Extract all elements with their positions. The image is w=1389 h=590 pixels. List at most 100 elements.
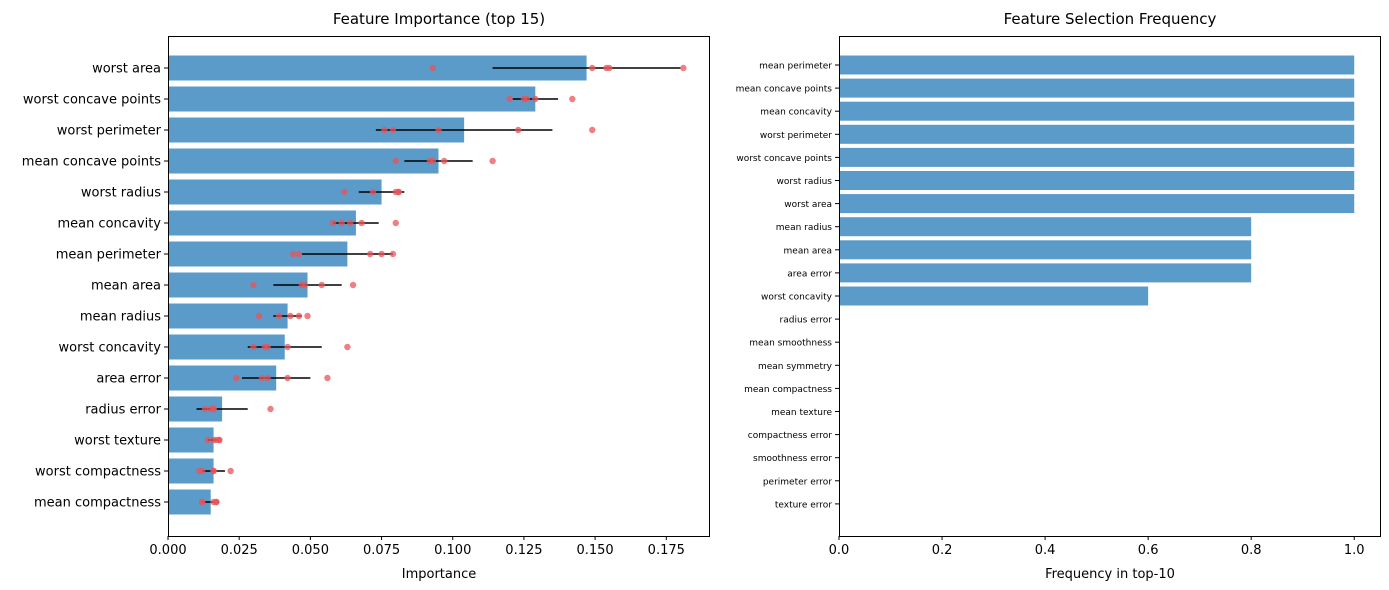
x-axis: 0.0 0.2 0.4 0.6 0.8 1.0 [829, 536, 1365, 558]
y-tick-label: worst concavity [59, 341, 162, 356]
data-point [515, 126, 522, 134]
data-point [267, 405, 274, 413]
data-point [324, 374, 331, 382]
data-point [381, 126, 388, 134]
y-tick-label: mean compactness [34, 496, 161, 511]
y-tick-label: radius error [780, 316, 833, 326]
data-point [366, 250, 374, 258]
data-point [440, 157, 448, 165]
y-axis: mean perimeter mean concave points mean co… [736, 62, 839, 510]
bar [839, 263, 1252, 283]
data-point [389, 126, 397, 134]
y-tick-label: mean perimeter [56, 248, 162, 263]
y-tick-label: worst perimeter [57, 124, 162, 139]
data-point [506, 95, 513, 103]
chart-title: Feature Importance (top 15) [333, 10, 545, 28]
data-point [255, 312, 263, 320]
x-tick-label: 0.050 [292, 543, 329, 558]
y-tick-label: worst radius [81, 186, 161, 201]
y-tick-label: mean concavity [57, 217, 161, 232]
bar-group [168, 55, 587, 515]
bar [839, 217, 1252, 237]
data-point [301, 281, 308, 289]
data-point [369, 188, 377, 196]
data-point [227, 467, 234, 475]
data-point [264, 374, 271, 382]
x-tick-label: 0.150 [576, 543, 613, 558]
x-tick-label: 0.0 [829, 543, 850, 558]
bar [839, 194, 1355, 214]
bar [839, 286, 1149, 306]
x-tick-label: 0.6 [1138, 543, 1159, 558]
y-tick-label: radius error [85, 403, 161, 418]
data-point [250, 281, 257, 289]
y-tick-label: area error [787, 269, 832, 279]
x-tick-label: 0.2 [932, 543, 953, 558]
point-group [196, 64, 687, 506]
bar-group [839, 55, 1355, 306]
data-point [201, 405, 209, 413]
y-tick-label: worst concavity [761, 293, 833, 303]
x-tick-label: 0.025 [221, 543, 258, 558]
y-tick-label: area error [96, 372, 161, 387]
data-point [378, 250, 385, 258]
data-point [429, 157, 437, 165]
data-point [569, 95, 576, 103]
x-axis-label: Importance [402, 567, 477, 582]
x-tick-label: 1.0 [1344, 543, 1365, 558]
y-tick-label: mean smoothness [749, 339, 832, 349]
data-point [210, 467, 217, 475]
bar [839, 78, 1355, 98]
data-point [213, 498, 220, 506]
bar [839, 240, 1252, 260]
y-tick-label: mean concave points [22, 155, 161, 170]
data-point [198, 467, 206, 475]
y-tick-label: mean concave points [736, 85, 833, 95]
data-point [606, 64, 613, 72]
data-point [287, 312, 294, 320]
x-tick-label: 0.000 [149, 543, 186, 558]
data-point [198, 498, 206, 506]
y-tick-label: worst texture [74, 434, 161, 449]
y-tick-label: worst concave points [736, 154, 832, 164]
bar [168, 86, 536, 112]
bar [168, 303, 288, 329]
bar [839, 101, 1355, 121]
data-point [284, 374, 291, 382]
bar [839, 124, 1355, 144]
y-tick-label: worst concave points [23, 93, 161, 108]
data-point [318, 281, 325, 289]
data-point [349, 281, 357, 289]
data-point [338, 219, 345, 227]
x-tick-label: 0.075 [363, 543, 400, 558]
data-point [284, 343, 291, 351]
data-point [358, 219, 365, 227]
bar [839, 147, 1355, 167]
data-point [347, 219, 354, 227]
data-point [680, 64, 687, 72]
bar [168, 179, 382, 205]
y-tick-label: mean area [91, 279, 161, 294]
y-tick-label: compactness error [748, 431, 832, 441]
y-tick-label: mean perimeter [759, 62, 832, 72]
data-point [250, 343, 257, 351]
data-point [233, 374, 240, 382]
y-tick-label: perimeter error [763, 477, 832, 487]
data-point [489, 157, 496, 165]
y-axis: worst area worst concave points worst peri… [22, 62, 168, 511]
data-point [523, 95, 530, 103]
y-tick-label: texture error [775, 500, 832, 510]
plot-frame [168, 36, 710, 537]
x-tick-label: 0.4 [1035, 543, 1056, 558]
y-tick-label: worst perimeter [760, 131, 832, 141]
y-tick-label: smoothness error [753, 454, 832, 464]
bar [168, 210, 356, 236]
x-tick-label: 0.175 [648, 543, 685, 558]
y-tick-label: mean symmetry [758, 362, 833, 372]
data-point [275, 312, 283, 320]
x-tick-label: 0.125 [505, 543, 542, 558]
data-point [204, 436, 212, 444]
data-point [295, 312, 303, 320]
y-tick-label: worst compactness [35, 465, 161, 480]
feature-importance-chart: Feature Importance (top 15) worst areawo… [22, 10, 710, 582]
